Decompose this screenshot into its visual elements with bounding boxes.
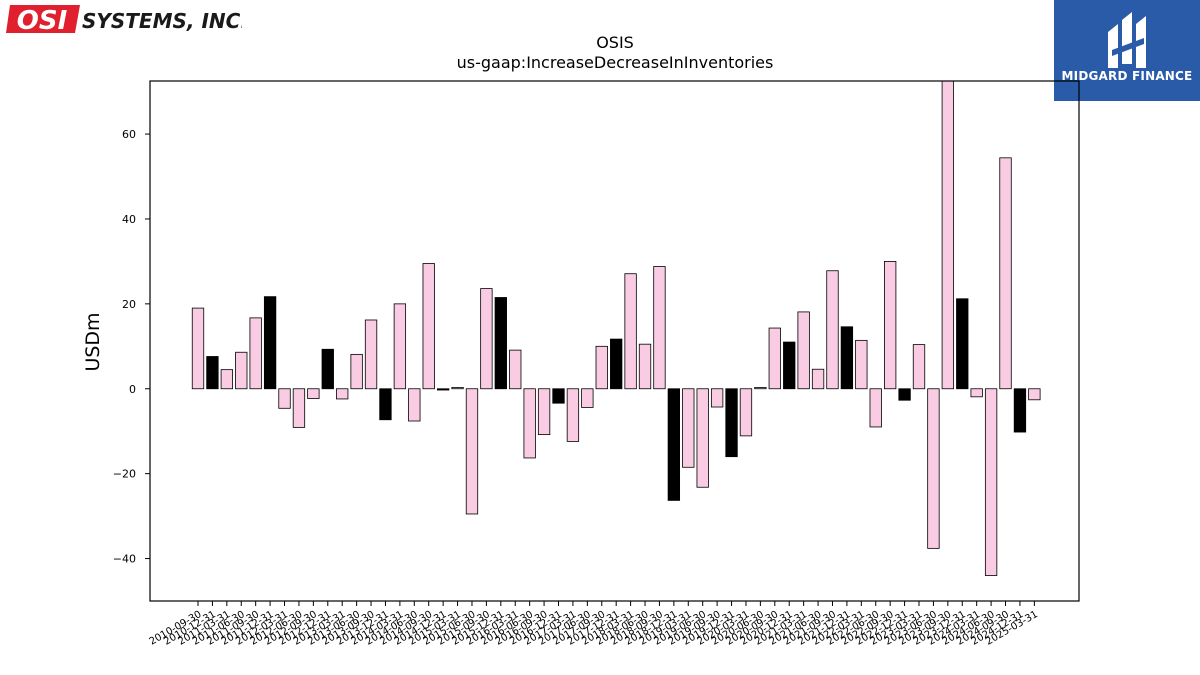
bar-2022-06-30 — [869, 388, 882, 428]
bar-2015-03-31 — [451, 387, 464, 390]
bar-2023-09-30 — [941, 80, 954, 390]
bar-2024-03-31 — [970, 388, 983, 398]
bar-2024-09-30 — [999, 157, 1012, 390]
bar-2020-03-31 — [739, 388, 753, 437]
bar-2022-03-31 — [855, 339, 868, 390]
bar-2018-12-31 — [667, 388, 681, 501]
bar-2012-09-30 — [307, 388, 320, 399]
bar-2024-06-30 — [984, 388, 998, 576]
bar-2015-09-30 — [480, 288, 493, 390]
bar-2016-12-31 — [552, 388, 565, 404]
y-tick-label: 20 — [122, 298, 136, 311]
bar-2013-06-30 — [350, 353, 363, 390]
bar-2013-03-31 — [336, 388, 349, 400]
y-tick-label: −40 — [113, 553, 136, 566]
bar-2020-06-30 — [754, 387, 767, 390]
osi-logo-text: SYSTEMS, INC. — [82, 9, 242, 33]
bar-2018-09-30 — [653, 266, 666, 390]
bar-2012-06-30 — [292, 388, 306, 428]
bar-2023-03-31 — [912, 344, 926, 390]
bar-2014-09-30 — [422, 263, 435, 390]
y-tick-label: 60 — [122, 128, 136, 141]
bar-2023-06-30 — [927, 388, 940, 549]
bar-2010-09-30 — [191, 307, 205, 390]
bar-2014-06-30 — [408, 388, 421, 422]
bar-series — [191, 80, 1041, 576]
bar-2013-09-30 — [364, 319, 378, 390]
bar-2020-12-31 — [783, 341, 796, 390]
bar-2011-06-30 — [235, 351, 248, 390]
bar-2016-09-30 — [537, 388, 551, 436]
bar-2019-06-30 — [696, 388, 709, 488]
bar-2011-03-31 — [220, 369, 233, 390]
chart-subtitle: us-gaap:IncreaseDecreaseInInventories — [457, 53, 774, 72]
bar-2018-03-31 — [624, 273, 637, 390]
bar-2017-03-31 — [566, 388, 580, 442]
bar-2018-06-30 — [638, 343, 652, 390]
bar-2019-09-30 — [710, 388, 724, 408]
bar-2022-09-30 — [884, 261, 897, 390]
y-tick-label: 40 — [122, 213, 136, 226]
bar-2017-09-30 — [595, 345, 608, 390]
bar-2011-09-30 — [249, 317, 262, 390]
midgard-logo-text: MIDGARD FINANCE — [1061, 69, 1193, 83]
y-axis: −40 −20 0 20 40 60 — [113, 128, 150, 566]
bar-2021-09-30 — [826, 270, 839, 390]
midgard-logo-mark — [1108, 12, 1146, 68]
bar-2016-06-30 — [523, 388, 536, 459]
plot-frame — [149, 80, 1080, 602]
midgard-finance-logo: MIDGARD FINANCE — [1054, 0, 1200, 101]
y-tick-label: −20 — [113, 468, 136, 481]
y-axis-label: USDm — [82, 312, 104, 371]
bar-2019-03-31 — [682, 388, 695, 468]
bar-2013-12-31 — [379, 388, 392, 421]
bar-2015-12-31 — [494, 297, 507, 390]
osi-logo-mark-text: OSI — [17, 6, 68, 33]
bar-2011-12-31 — [263, 296, 277, 390]
bar-2017-12-31 — [610, 338, 623, 390]
bar-2014-03-31 — [393, 303, 407, 390]
y-tick-label: 0 — [129, 383, 136, 396]
osi-logo-mark: OSI — [6, 5, 80, 33]
bar-2021-03-31 — [797, 311, 810, 390]
bar-2022-12-31 — [898, 388, 911, 401]
bar-2019-12-31 — [725, 388, 738, 458]
bar-2024-12-31 — [1013, 388, 1027, 433]
bar-2010-12-31 — [206, 356, 219, 390]
bar-2021-06-30 — [811, 368, 825, 390]
chart-title: OSIS — [596, 33, 634, 52]
bar-2012-12-31 — [321, 348, 334, 390]
osi-systems-logo: OSI SYSTEMS, INC. — [6, 5, 242, 33]
bar-2014-12-31 — [436, 388, 450, 391]
bar-2023-12-31 — [956, 298, 969, 390]
bar-2012-03-31 — [278, 388, 291, 409]
bar-2020-09-30 — [768, 327, 781, 390]
bar-2015-06-30 — [465, 388, 479, 515]
bar-2021-12-31 — [840, 326, 854, 390]
bar-2016-03-31 — [509, 349, 522, 390]
bar-2025-03-31 — [1028, 388, 1041, 401]
x-axis: 2010-09-302010-12-312011-03-312011-06-30… — [148, 601, 1040, 648]
bar-2017-06-30 — [581, 388, 594, 408]
